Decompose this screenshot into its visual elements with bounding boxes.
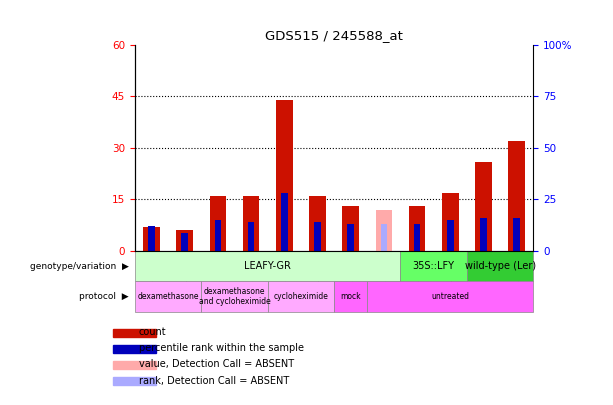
Bar — [113, 377, 156, 386]
Bar — [215, 220, 221, 251]
Bar — [181, 232, 188, 251]
Text: count: count — [139, 327, 166, 337]
Bar — [400, 251, 467, 281]
Text: protocol  ▶: protocol ▶ — [79, 292, 129, 301]
Bar — [248, 222, 254, 251]
Bar — [314, 222, 321, 251]
Bar — [243, 196, 259, 251]
Bar — [467, 251, 533, 281]
Text: untreated: untreated — [432, 292, 470, 301]
Bar — [268, 281, 334, 312]
Bar — [475, 162, 492, 251]
Bar — [276, 100, 292, 251]
Text: dexamethasone
and cycloheximide: dexamethasone and cycloheximide — [199, 287, 270, 306]
Bar — [135, 281, 201, 312]
Bar — [376, 210, 392, 251]
Bar — [367, 281, 533, 312]
Bar — [113, 345, 156, 353]
Bar — [148, 226, 154, 251]
Bar — [409, 207, 425, 251]
Bar — [508, 141, 525, 251]
Bar — [442, 192, 459, 251]
Text: LEAFY-GR: LEAFY-GR — [244, 261, 291, 271]
Bar — [201, 281, 268, 312]
Text: genotype/variation  ▶: genotype/variation ▶ — [30, 262, 129, 271]
Bar — [113, 329, 156, 337]
Title: GDS515 / 245588_at: GDS515 / 245588_at — [265, 29, 403, 42]
Bar — [210, 196, 226, 251]
Bar — [447, 220, 454, 251]
Bar — [513, 218, 520, 251]
Bar — [113, 360, 156, 369]
Bar — [480, 218, 487, 251]
Bar — [143, 227, 160, 251]
Bar — [348, 224, 354, 251]
Text: value, Detection Call = ABSENT: value, Detection Call = ABSENT — [139, 359, 294, 369]
Text: wild-type (Ler): wild-type (Ler) — [465, 261, 536, 271]
Bar — [309, 196, 326, 251]
Text: cycloheximide: cycloheximide — [273, 292, 329, 301]
Text: rank, Detection Call = ABSENT: rank, Detection Call = ABSENT — [139, 375, 289, 386]
Text: dexamethasone: dexamethasone — [137, 292, 199, 301]
Text: mock: mock — [340, 292, 361, 301]
Bar — [381, 224, 387, 251]
Bar — [334, 281, 367, 312]
Bar — [343, 207, 359, 251]
Text: percentile rank within the sample: percentile rank within the sample — [139, 343, 303, 353]
Bar — [281, 193, 287, 251]
Bar — [177, 230, 193, 251]
Text: 35S::LFY: 35S::LFY — [413, 261, 455, 271]
Bar — [135, 251, 400, 281]
Bar — [414, 224, 421, 251]
